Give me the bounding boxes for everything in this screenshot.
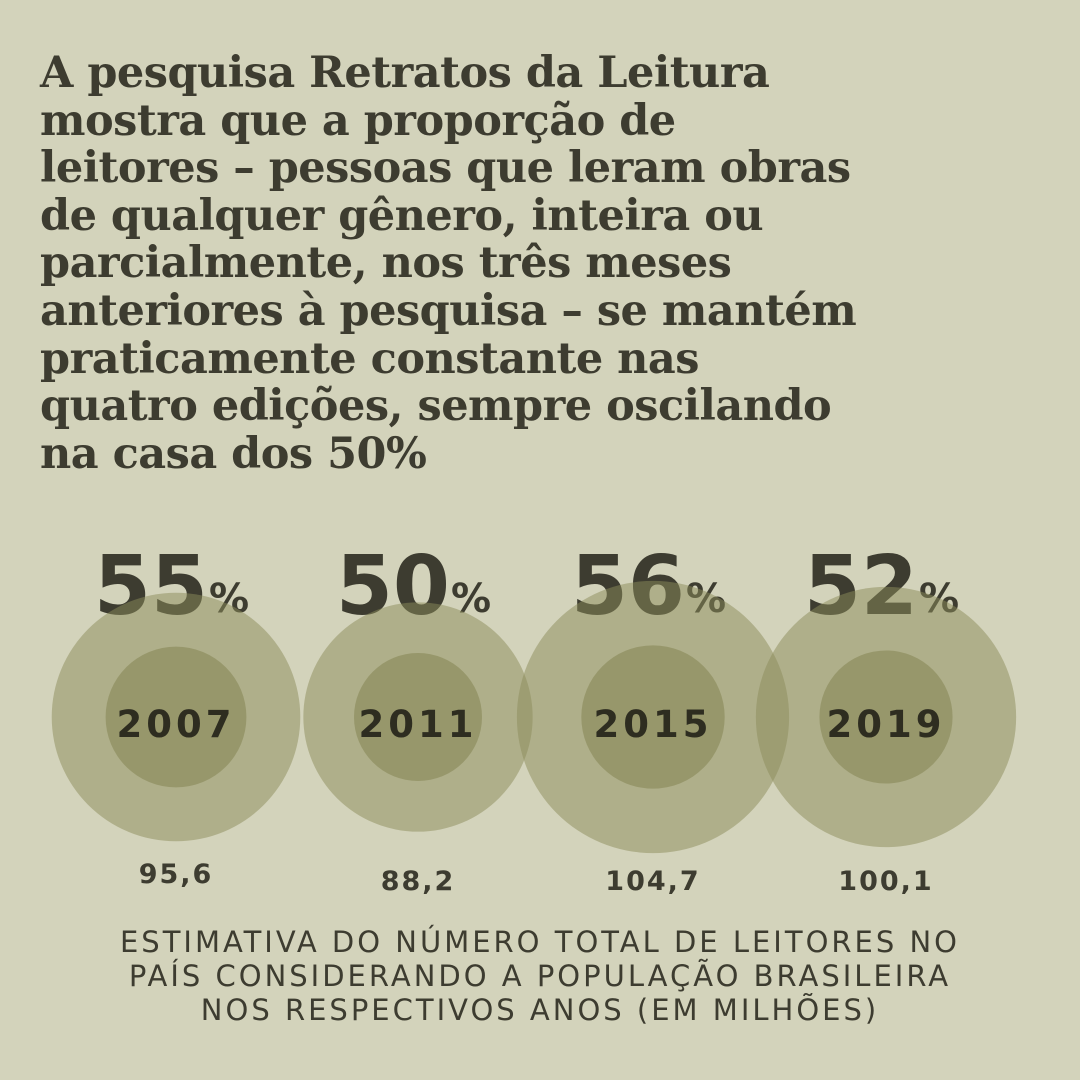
bubble-chart: 55%50%56%52%200795,6201188,22015104,7201…	[51, 539, 1017, 897]
chart-caption: ESTIMATIVA DO NÚMERO TOTAL DE LEITORES N…	[0, 925, 1080, 1027]
percent-bubble	[105, 646, 247, 788]
year-label: 2015	[594, 703, 713, 746]
readers-bubble	[516, 580, 790, 854]
caption-line: NOS RESPECTIVOS ANOS (EM MILHÕES)	[200, 993, 880, 1027]
readers-bubble	[755, 586, 1017, 848]
year-label: 2019	[827, 703, 946, 746]
percent-bubble	[819, 650, 953, 784]
readers-value-label: 95,6	[139, 859, 214, 890]
readers-value-label: 88,2	[381, 866, 456, 897]
caption-line: PAÍS CONSIDERANDO A POPULAÇÃO BRASILEIRA	[128, 959, 952, 993]
headline-line: na casa dos 50%	[40, 428, 427, 479]
readers-value-label: 104,7	[605, 866, 700, 897]
headline: A pesquisa Retratos da Leitura mostra qu…	[40, 48, 857, 479]
headline-line: mostra que a proporção de	[40, 95, 676, 146]
headline-line: leitores – pessoas que leram obras	[40, 143, 851, 194]
readers-bubble	[303, 602, 533, 832]
year-label: 2007	[117, 703, 236, 746]
caption-line: ESTIMATIVA DO NÚMERO TOTAL DE LEITORES N…	[119, 925, 961, 959]
headline-line: parcialmente, nos três meses	[40, 238, 732, 289]
readers-bubble	[51, 592, 301, 842]
headline-line: A pesquisa Retratos da Leitura	[40, 48, 770, 98]
headline-line: quatro edições, sempre oscilando	[40, 381, 832, 432]
percent-bubble	[354, 653, 482, 781]
year-label: 2011	[359, 703, 478, 746]
headline-line: praticamente constante nas	[40, 333, 699, 384]
readers-value-label: 100,1	[838, 866, 933, 897]
headline-line: de qualquer gênero, inteira ou	[40, 190, 764, 241]
headline-line: anteriores à pesquisa – se mantém	[40, 285, 857, 336]
percent-bubble	[581, 645, 725, 789]
